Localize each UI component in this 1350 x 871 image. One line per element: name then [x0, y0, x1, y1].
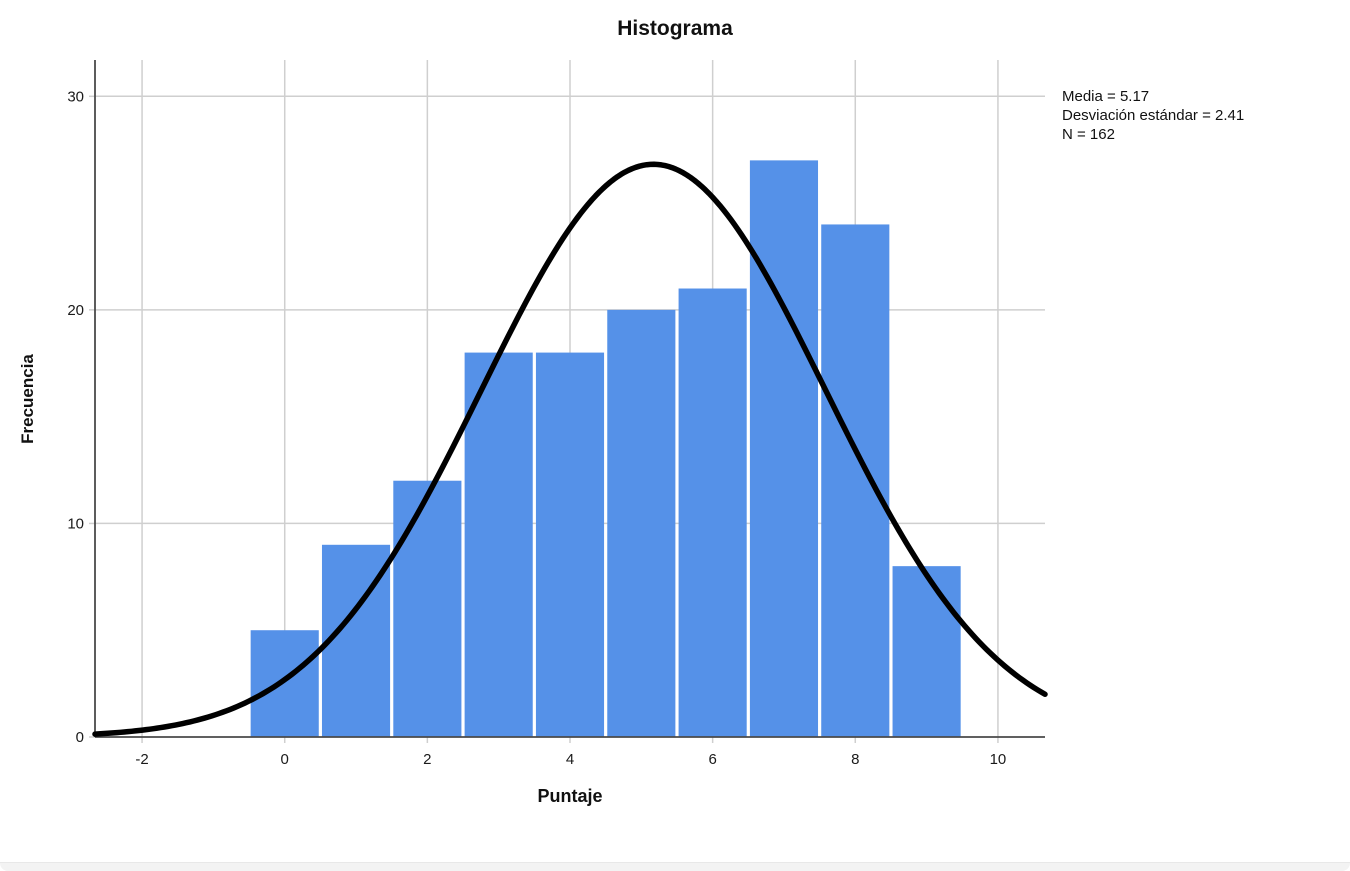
- stat-mean: Media = 5.17: [1062, 88, 1150, 105]
- histogram-bar: [821, 224, 890, 737]
- histogram-bar: [678, 288, 747, 737]
- histogram-bar: [535, 352, 605, 737]
- x-tick-label: 0: [281, 751, 289, 768]
- histogram-bar: [464, 352, 533, 737]
- histogram-bar: [250, 630, 319, 737]
- y-tick-label: 30: [67, 88, 84, 105]
- histogram-bar: [892, 566, 961, 737]
- x-tick-label: 6: [708, 751, 716, 768]
- histogram-bar: [749, 160, 819, 738]
- y-tick-label: 10: [67, 515, 84, 532]
- x-axis-title: Puntaje: [537, 786, 603, 806]
- x-tick-label: 8: [851, 751, 859, 768]
- x-tick-label: -2: [135, 751, 148, 768]
- x-tick-label: 2: [423, 751, 431, 768]
- stat-n: N = 162: [1062, 126, 1115, 143]
- histogram-bar: [607, 309, 676, 737]
- x-tick-label: 10: [990, 751, 1007, 768]
- histogram-bar: [393, 480, 462, 737]
- x-tick-label: 4: [566, 751, 574, 768]
- normal-curve: [92, 161, 1048, 737]
- window-bottom-edge: [0, 862, 1350, 871]
- y-tick-label: 0: [76, 729, 84, 746]
- stats-annotation: Media = 5.17 Desviación estándar = 2.41 …: [1062, 87, 1244, 144]
- stat-stddev: Desviación estándar = 2.41: [1062, 107, 1245, 124]
- y-tick-label: 20: [67, 302, 84, 319]
- chart-title: Histograma: [617, 17, 733, 40]
